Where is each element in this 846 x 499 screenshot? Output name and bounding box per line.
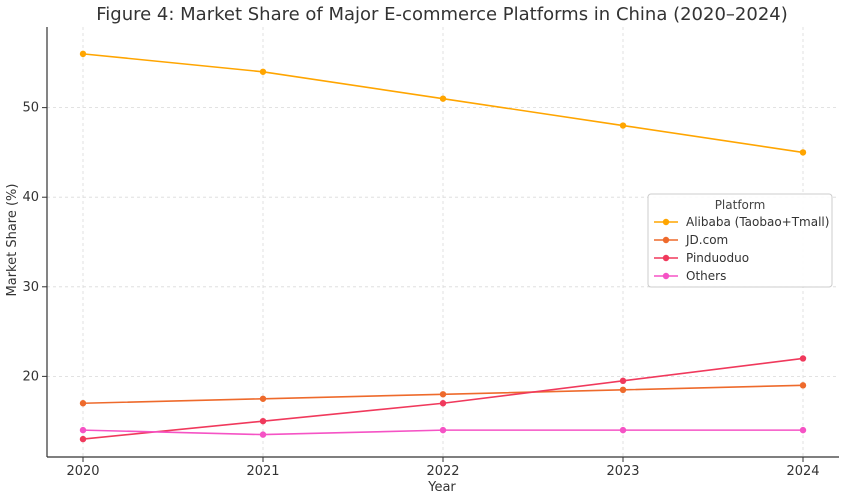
data-point [619,377,627,385]
legend-label: JD.com [685,233,728,247]
legend-swatch-marker [662,218,670,226]
data-point [439,400,447,407]
legend-box [647,193,833,288]
data-point [439,95,447,102]
data-point [439,391,447,398]
data-point [79,50,87,58]
y-tick-label: 50 [22,101,39,116]
data-point [619,426,627,434]
legend-title: Platform [715,198,766,212]
y-tick-label: 30 [22,280,39,295]
data-point [439,426,447,434]
data-point [619,386,627,394]
y-tick-label: 20 [22,369,39,384]
data-point [79,400,87,407]
legend-swatch-marker [662,254,670,262]
y-axis-label: Market Share (%) [5,184,20,297]
x-tick-label: 2021 [246,464,279,479]
chart-title: Figure 4: Market Share of Major E-commer… [96,4,788,25]
x-tick-label: 2024 [786,464,819,479]
data-point [799,382,807,389]
data-point [259,395,267,402]
data-point [259,417,267,425]
data-point [259,431,267,438]
legend-items: Alibaba (Taobao+Tmall) JD.com Pinduoduo Oth… [654,215,829,283]
legend: Platform Alibaba (Taobao+Tmall) JD.com Pin… [647,193,833,288]
data-point [79,426,87,434]
legend-swatch-marker [662,236,670,244]
data-point [799,426,807,434]
data-point [619,122,627,129]
legend-label: Pinduoduo [686,251,749,265]
legend-label: Others [686,269,726,283]
data-point [259,68,267,75]
data-point [79,435,87,443]
data-point [799,355,807,362]
x-tick-label: 2023 [606,464,639,479]
x-tick-label: 2020 [66,464,99,479]
axes [42,27,839,462]
y-tick-label: 40 [22,190,39,205]
data-series [79,50,807,443]
data-point [799,149,807,156]
x-axis-label: Year [427,480,456,495]
legend-label: Alibaba (Taobao+Tmall) [686,215,829,229]
x-tick-label: 2022 [426,464,459,479]
tick-labels: 2020 2021 2022 2023 2024 20 30 40 50 [22,101,819,479]
legend-swatch-marker [662,272,670,280]
